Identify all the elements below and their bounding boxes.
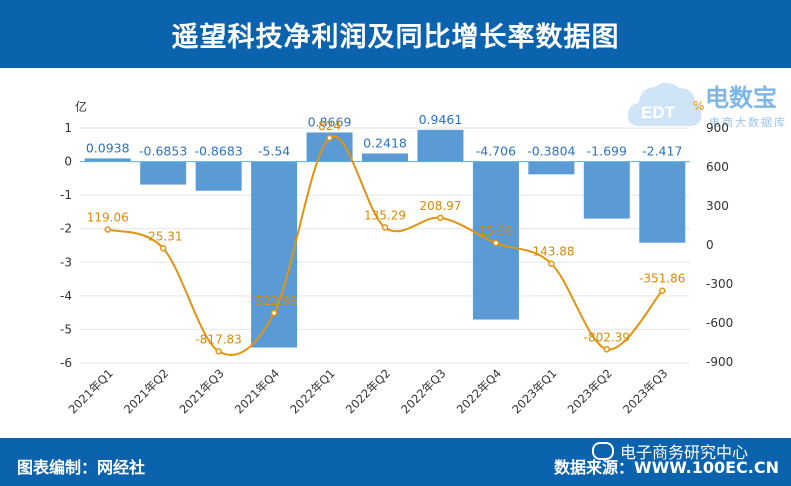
x-tick-label: 2023年Q3 xyxy=(620,366,670,416)
bar xyxy=(639,161,686,243)
bar-value-label: -5.54 xyxy=(258,144,290,159)
x-tick-label: 2022年Q3 xyxy=(398,366,448,416)
bar xyxy=(583,161,630,219)
line-point xyxy=(270,309,278,317)
left-axis-unit-label: 亿 xyxy=(75,99,87,114)
bar xyxy=(362,153,408,162)
bar-value-label: -4.706 xyxy=(476,144,516,159)
line-value-label: 135.29 xyxy=(364,208,406,222)
line-point xyxy=(159,245,167,252)
bar-value-label: 0.2418 xyxy=(363,135,407,150)
left-y-tick-label: -5 xyxy=(60,322,72,336)
left-y-tick-label: -6 xyxy=(60,356,72,370)
line-value-label: -802.39 xyxy=(584,330,630,344)
left-y-tick-label: 1 xyxy=(64,121,72,135)
chart-header: 遥望科技净利润及同比增长率数据图 xyxy=(0,0,791,68)
line-point xyxy=(492,239,500,247)
right-y-axis: % 900 600 300 0 -300 -600 -900 xyxy=(693,99,733,369)
x-tick-label: 2022年Q4 xyxy=(454,366,504,416)
bar-value-label: -0.3804 xyxy=(527,144,575,159)
line-point xyxy=(326,134,333,142)
bar xyxy=(417,129,464,162)
bar-value-label: -1.699 xyxy=(587,144,627,159)
bar-value-label: -0.8683 xyxy=(195,144,243,159)
watermark-logo-text: EDT xyxy=(641,103,676,122)
line-point xyxy=(215,348,222,355)
x-tick-label: 2021年Q1 xyxy=(66,366,116,416)
line-value-label: 15.06 xyxy=(479,224,513,238)
line-point xyxy=(381,224,389,231)
right-y-tick-label: 300 xyxy=(706,199,729,213)
bar xyxy=(251,161,298,348)
cloud-logo-icon: EDT xyxy=(627,82,702,126)
growth-rate-points xyxy=(104,134,666,355)
x-tick-label: 2022年Q2 xyxy=(343,366,393,416)
chart-footer: 图表编制：网经社 数据来源：WWW.100EC.CN xyxy=(0,438,791,486)
line-data-labels: 119.06 -25.31 -817.83 -522.86 824 135.29 208.9… xyxy=(87,119,686,346)
x-tick-label: 2021年Q3 xyxy=(176,366,226,416)
line-value-label: 208.97 xyxy=(419,199,461,213)
x-tick-label: 2021年Q4 xyxy=(232,366,282,416)
right-y-tick-label: 0 xyxy=(706,238,714,252)
watermark-brand: 电数宝 xyxy=(705,84,777,112)
right-y-tick-label: 600 xyxy=(706,160,729,174)
bar-value-label: 0.9461 xyxy=(419,112,463,127)
x-axis: 2021年Q1 2021年Q2 2021年Q3 2021年Q4 2022年Q1 2022年… xyxy=(66,366,671,416)
growth-rate-line xyxy=(107,135,664,356)
line-point xyxy=(548,260,555,267)
x-tick-label: 2023年Q2 xyxy=(565,366,615,416)
wechat-watermark: 电子商务研究中心 xyxy=(592,439,748,463)
x-tick-label: 2023年Q1 xyxy=(509,366,559,416)
watermark-subtitle: 电商大数据库 xyxy=(709,116,787,129)
x-tick-label: 2021年Q2 xyxy=(121,366,171,416)
left-y-tick-label: -1 xyxy=(60,188,72,202)
bar-value-label: 0.8669 xyxy=(308,114,352,129)
right-y-tick-label: -600 xyxy=(706,316,733,330)
right-y-tick-label: -900 xyxy=(706,355,733,369)
line-value-label: 119.06 xyxy=(87,211,129,225)
watermark: EDT 电数宝 电商大数据库 xyxy=(625,72,791,134)
bar-value-label: -0.6853 xyxy=(139,144,187,159)
line-point xyxy=(104,226,111,233)
line-value-label: -351.86 xyxy=(639,272,685,286)
chart-title: 遥望科技净利润及同比增长率数据图 xyxy=(171,21,620,53)
left-y-tick-label: -2 xyxy=(60,222,72,236)
bar xyxy=(84,158,131,162)
bar-value-label: 0.0938 xyxy=(86,140,130,155)
line-point xyxy=(659,287,666,294)
line-value-label: 824 xyxy=(318,119,341,133)
left-y-axis: 亿 1 0 -1 -2 -3 -4 -5 -6 xyxy=(60,99,87,370)
bar xyxy=(528,161,575,175)
left-y-tick-label: 0 xyxy=(64,155,72,169)
line-point xyxy=(437,214,444,222)
data-source: 数据来源：WWW.100EC.CN xyxy=(553,458,779,477)
line-value-label: -25.31 xyxy=(144,229,183,243)
chart-canvas: 0.0938 -0.6853 -0.8683 -5.54 0.8669 0.2418 0.9… xyxy=(60,99,733,417)
left-y-tick-label: -4 xyxy=(60,289,72,303)
right-axis-unit-label: % xyxy=(693,99,704,113)
wechat-label: 电子商务研究中心 xyxy=(620,443,749,462)
line-point xyxy=(603,346,611,353)
line-value-label: -817.83 xyxy=(195,332,241,346)
bar xyxy=(195,161,242,191)
bar-value-label: -2.417 xyxy=(642,144,682,159)
bar xyxy=(140,161,187,185)
right-y-tick-label: 900 xyxy=(706,121,729,135)
line-value-label: -522.86 xyxy=(251,294,297,308)
left-y-tick-label: -3 xyxy=(60,255,72,269)
bar-data-labels: 0.0938 -0.6853 -0.8683 -5.54 0.8669 0.2418 0.9… xyxy=(86,112,683,159)
wechat-icon xyxy=(592,442,614,460)
bar-series xyxy=(84,129,686,348)
right-y-tick-label: -300 xyxy=(706,277,733,291)
line-value-label: -143.88 xyxy=(528,245,574,259)
editor-credit: 图表编制：网经社 xyxy=(17,458,146,477)
x-tick-label: 2022年Q1 xyxy=(287,366,337,416)
